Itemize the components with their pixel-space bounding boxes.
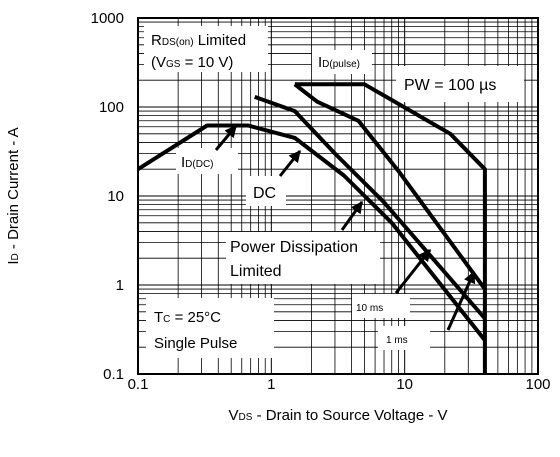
annotation-single-pulse: Single Pulse <box>154 335 237 352</box>
annotation-box-tc <box>146 298 274 358</box>
annotation-box-pw <box>396 66 524 102</box>
annotation-id-pulse-symbol: I <box>318 54 322 71</box>
y-axis-label-text: - Drain Current - A <box>5 127 22 253</box>
annotation-rds-line-2-text: = 10 V) <box>180 54 233 71</box>
x-axis-label-symbol: V <box>228 407 238 424</box>
annotation-case-temp-text: = 25°C <box>170 309 221 326</box>
annotation-box-ten <box>352 294 410 318</box>
annotation-id-dc-symbol: I <box>181 154 185 171</box>
annotation-arrows <box>214 125 476 331</box>
x-axis-label-subscript: DS <box>239 412 253 423</box>
series-line <box>294 82 487 374</box>
series-line <box>254 95 487 320</box>
annotation-box-pdl <box>226 232 380 284</box>
tick-labels: 0.1 1 10 100 0.1 1 10 100 1000 <box>91 10 551 393</box>
annotation-rds-line-2-subscript: GS <box>166 59 181 70</box>
annotation-rds-line-1-symbol: R <box>151 32 162 49</box>
x-axis-label: VDS - Drain to Source Voltage - V <box>228 407 447 424</box>
annotation-rds-line-1-text: Limited <box>194 32 247 49</box>
annotation-case-temp: TC = 25°C <box>154 309 221 326</box>
annotation-arrow <box>278 150 302 177</box>
annotation-arrow <box>340 201 364 231</box>
annotation-rds-line-2: (VGS = 10 V) <box>151 54 233 71</box>
annotation-id-pulse-subscript: D(pulse) <box>322 59 360 70</box>
annotation-case-temp-subscript: C <box>163 314 170 325</box>
x-tick-label: 1 <box>267 376 275 393</box>
annotation-arrow <box>446 270 476 331</box>
x-tick-label: 10 <box>396 376 413 393</box>
y-tick-label: 0.1 <box>103 366 124 383</box>
annotation-rds-line-1: RDS(on) Limited <box>151 32 246 49</box>
annotation-arrow <box>394 249 432 294</box>
annotation-box-dc <box>246 176 286 206</box>
y-tick-label: 1 <box>116 277 124 294</box>
x-tick-label: 100 <box>525 376 550 393</box>
annotation-arrow <box>214 125 238 151</box>
annotation-id-dc-subscript: D(DC) <box>185 159 213 170</box>
annotation-id-dc: ID(DC) <box>181 154 214 171</box>
series-line <box>136 123 487 342</box>
series-curves <box>136 82 487 374</box>
annotation-box-rds <box>144 26 268 72</box>
annotation-power-dissipation-line-1: Power Dissipation <box>230 239 358 256</box>
annotation-dc: DC <box>253 185 276 202</box>
annotation-power-dissipation-line-2: Limited <box>230 263 282 280</box>
annotation-id-pulse: ID(pulse) <box>318 54 360 71</box>
annotation-box-idpulse <box>312 50 372 74</box>
y-axis-label: ID - Drain Current - A <box>5 127 22 264</box>
y-axis-label-subscript: D <box>10 253 21 260</box>
annotation-1ms: 1 ms <box>386 335 408 346</box>
annotation-pulse-width: PW = 100 µs <box>404 77 496 94</box>
y-tick-label: 100 <box>99 99 124 116</box>
annotation-10ms: 10 ms <box>356 303 383 314</box>
annotation-box-one <box>378 326 430 350</box>
y-axis-label-symbol: I <box>5 260 22 264</box>
annotation-box-iddc <box>176 148 238 174</box>
plot-frame <box>137 17 539 375</box>
annotation-boxes <box>144 26 524 358</box>
annotations: RDS(on) Limited(VGS = 10 V) ID(pulse)PW =… <box>151 32 496 352</box>
y-tick-label: 1000 <box>91 10 124 27</box>
annotation-rds-line-1-subscript: DS(on) <box>162 37 194 48</box>
annotation-case-temp-symbol: T <box>154 309 163 326</box>
x-tick-label: 0.1 <box>128 376 149 393</box>
annotation-rds-line-2-symbol: (V <box>151 54 166 71</box>
y-tick-label: 10 <box>107 188 124 205</box>
series-line <box>293 82 487 291</box>
x-axis-label-text: - Drain to Source Voltage - V <box>252 407 447 424</box>
